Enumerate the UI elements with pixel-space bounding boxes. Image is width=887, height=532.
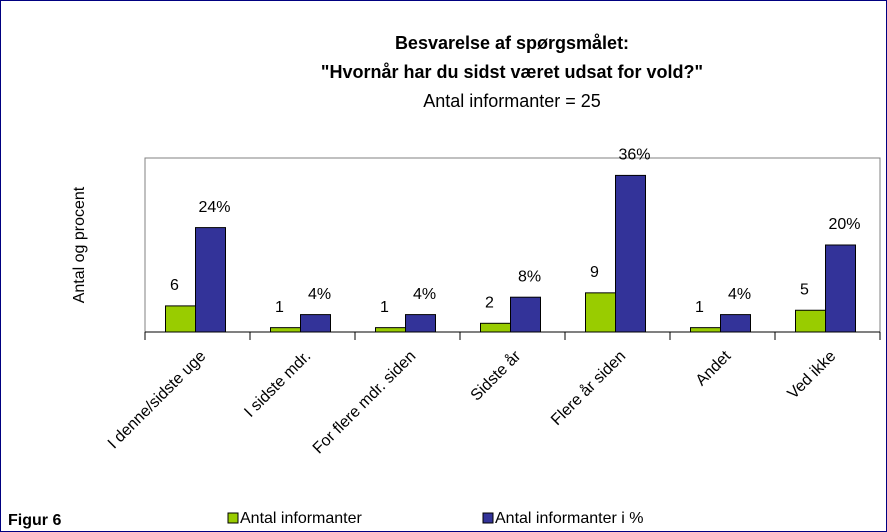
data-label: 4% xyxy=(308,286,331,303)
data-label: 36% xyxy=(618,147,650,164)
chart-title: "Hvornår har du sidst været udsat for vo… xyxy=(321,62,703,82)
plot-border xyxy=(144,157,881,332)
bar xyxy=(615,174,646,333)
bar xyxy=(690,327,721,333)
data-label: 9 xyxy=(590,264,599,281)
legend-label: Antal informanter xyxy=(240,510,363,527)
data-label: 1 xyxy=(275,299,284,316)
data-label: 4% xyxy=(413,286,436,303)
bar xyxy=(405,314,436,333)
data-label: 24% xyxy=(198,199,230,216)
legend-swatch xyxy=(482,512,494,524)
bar xyxy=(720,314,751,333)
bar xyxy=(585,292,616,333)
data-label: 2 xyxy=(485,295,494,312)
data-label: 4% xyxy=(728,286,751,303)
legend-swatch xyxy=(227,512,239,524)
data-label: 6 xyxy=(170,277,179,294)
bar xyxy=(510,296,541,333)
bar xyxy=(270,327,301,333)
bar xyxy=(825,244,856,333)
bar xyxy=(480,322,511,333)
bar xyxy=(195,227,226,333)
figure-label: Figur 6 xyxy=(8,512,61,529)
chart-title: Besvarelse af spørgsmålet: xyxy=(395,33,629,53)
bar xyxy=(300,314,331,333)
data-label: 20% xyxy=(828,216,860,233)
y-axis-label: Antal og procent xyxy=(71,186,88,303)
chart-subtitle: Antal informanter = 25 xyxy=(423,91,601,111)
bar xyxy=(375,327,406,333)
bar xyxy=(795,309,826,333)
data-label: 1 xyxy=(380,299,389,316)
bar xyxy=(165,305,196,333)
data-label: 1 xyxy=(695,299,704,316)
data-label: 8% xyxy=(518,268,541,285)
legend-label: Antal informanter i % xyxy=(495,510,644,527)
data-label: 5 xyxy=(800,281,809,298)
